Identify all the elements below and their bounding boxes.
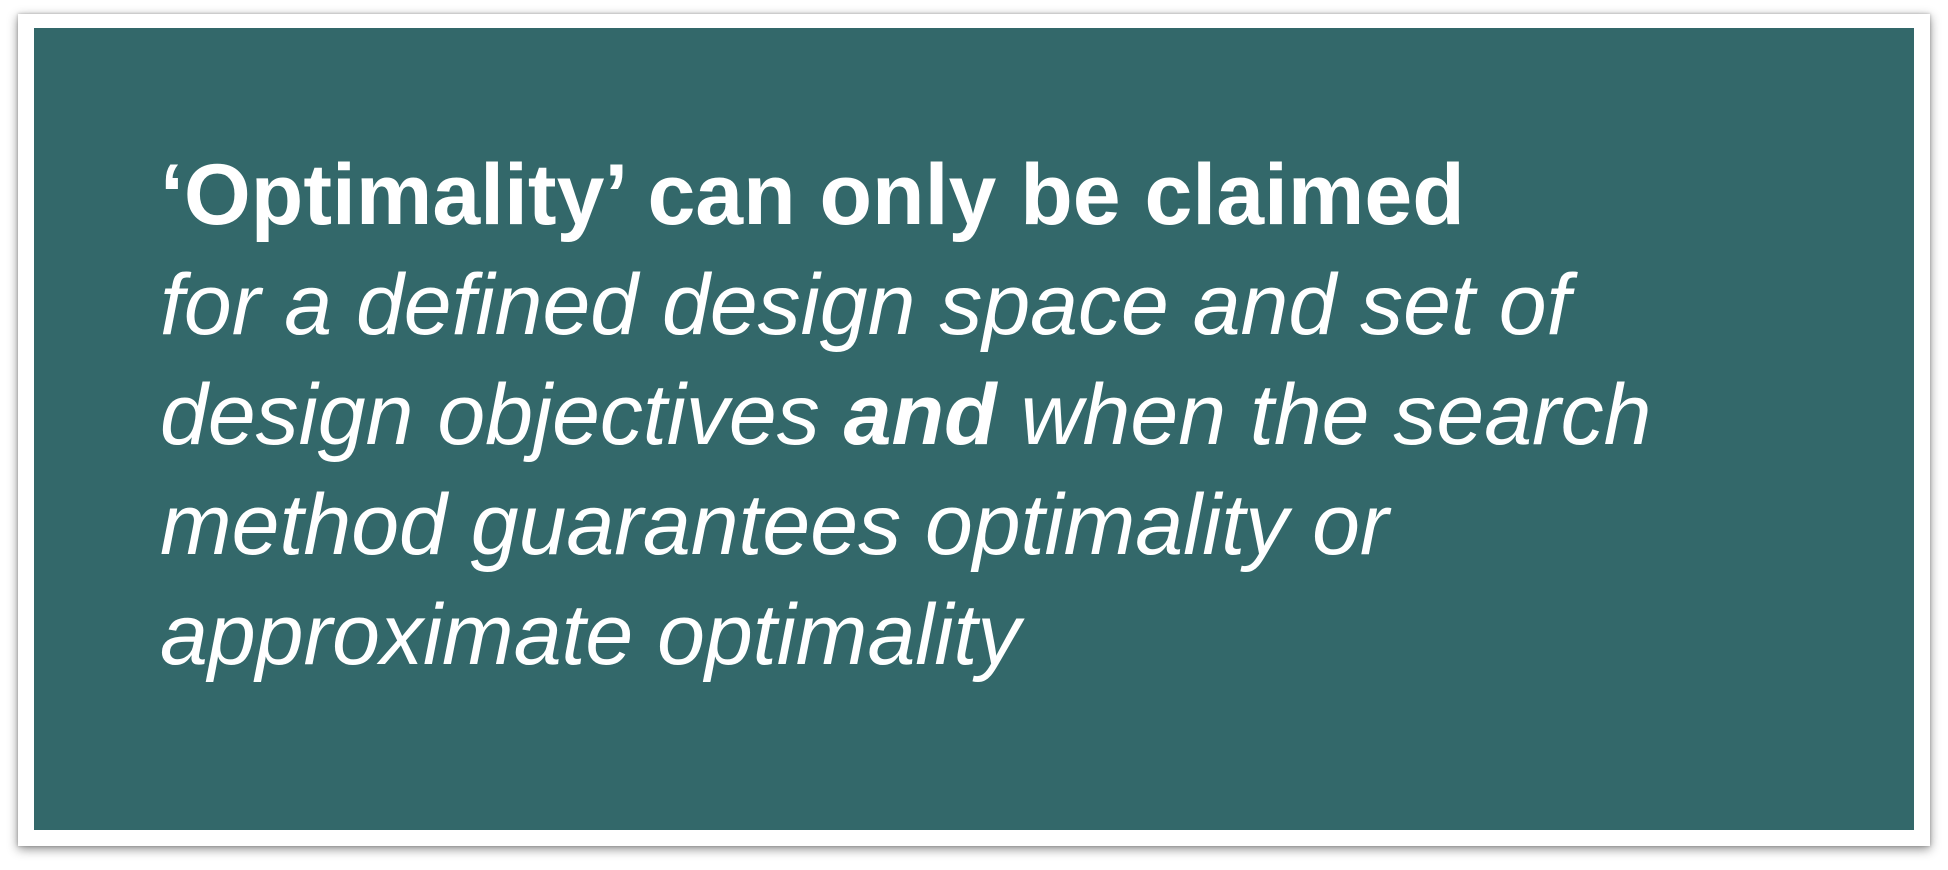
- callout-line-3: design objectives and when the search: [160, 360, 1820, 470]
- callout-line-3-part-b: when the search: [996, 367, 1652, 463]
- callout-line-5: approximate optimality: [160, 587, 1021, 683]
- callout-text: ‘Optimality’ can only be claimed for a d…: [160, 140, 1820, 690]
- slide-frame: [18, 14, 1930, 846]
- callout-emphasis-and: and: [843, 367, 997, 463]
- callout-line-2: for a defined design space and set of: [160, 257, 1571, 353]
- callout-line-3-part-a: design objectives: [160, 367, 844, 463]
- callout-card: [34, 28, 1914, 830]
- callout-line-4: method guarantees optimality or: [160, 477, 1389, 573]
- callout-heading: ‘Optimality’ can only be claimed: [160, 147, 1465, 243]
